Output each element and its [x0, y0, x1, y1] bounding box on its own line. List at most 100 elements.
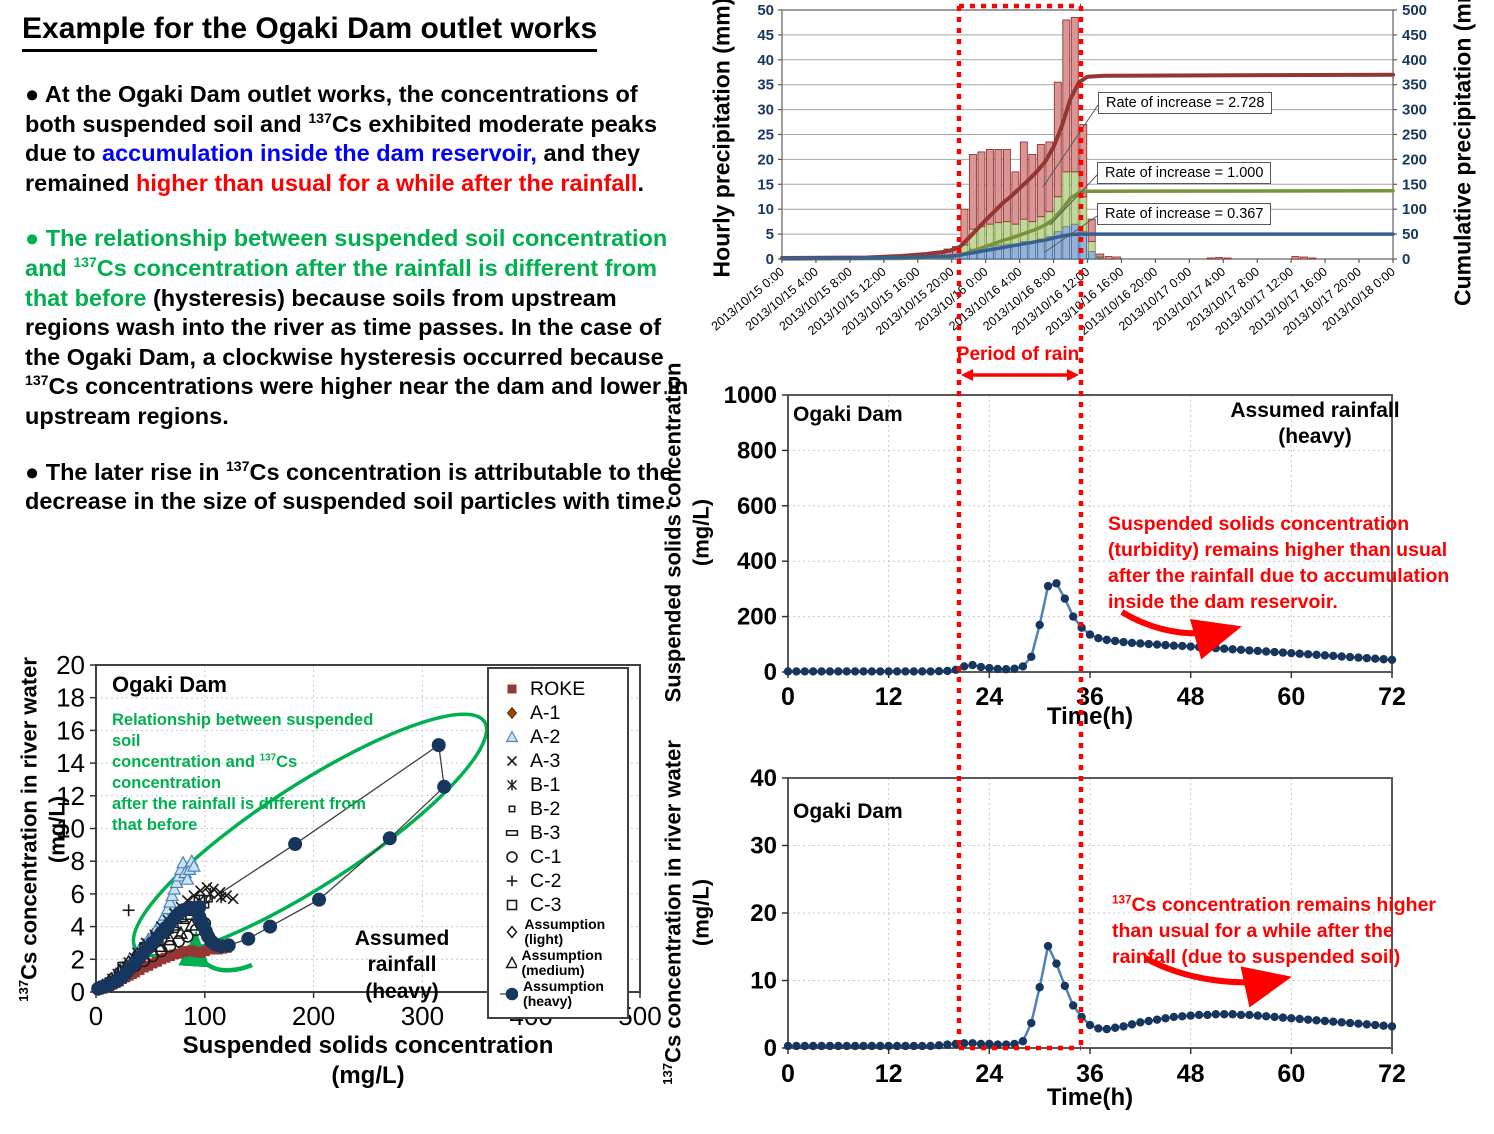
- svg-text:0: 0: [1402, 251, 1410, 268]
- legend-marker-tri-open-icon: [505, 956, 517, 969]
- svg-text:0: 0: [766, 251, 774, 268]
- legend-label: Assumption (light): [524, 916, 606, 948]
- legend-marker-circle-line-icon: [500, 987, 519, 1001]
- svg-text:300: 300: [401, 1001, 444, 1031]
- ss-chart-title: Ogaki Dam: [793, 403, 903, 426]
- svg-text:24: 24: [975, 683, 1003, 711]
- legend-label: Assumption (heavy): [523, 977, 604, 1009]
- scatter-legend: ROKE A-1 A-2 A-3 B-1 B-2 B-3 C-1 C-2 C-3 Assumptio…: [487, 667, 629, 1020]
- legend-label: A-3: [530, 749, 561, 772]
- legend-item-c3: C-3: [499, 893, 621, 917]
- page-title: Example for the Ogaki Dam outlet works: [22, 12, 598, 52]
- legend-marker-di-open-icon: [506, 925, 518, 939]
- svg-text:0: 0: [781, 1060, 795, 1088]
- svg-text:0: 0: [764, 1035, 777, 1062]
- svg-text:15: 15: [757, 176, 774, 193]
- legend-label: ROKE: [530, 677, 586, 700]
- svg-text:600: 600: [737, 493, 777, 520]
- svg-text:4: 4: [71, 912, 85, 942]
- svg-text:350: 350: [1402, 77, 1427, 94]
- svg-text:16: 16: [56, 715, 85, 745]
- svg-text:36: 36: [1076, 1060, 1104, 1088]
- legend-label: A-2: [530, 725, 561, 748]
- legend-item-light: Assumption (light): [499, 916, 621, 948]
- legend-item-medium: Assumption (medium): [499, 946, 621, 979]
- scatter-green-annotation: Relationship between suspended soil conce…: [112, 711, 374, 834]
- svg-text:10: 10: [757, 201, 774, 218]
- legend-item-roke: ROKE: [499, 677, 621, 701]
- rate-of-increase-box-1: Rate of increase = 2.728: [1098, 92, 1273, 114]
- svg-text:6: 6: [71, 879, 85, 909]
- svg-text:20: 20: [757, 151, 774, 168]
- hysteresis-direction-arrow: [178, 930, 253, 973]
- cs137-chart: 0 10 20 30 40 0 12 24 36 48 60 72: [750, 765, 1406, 1088]
- svg-text:200: 200: [292, 1001, 335, 1031]
- paragraph-2: ● The relationship between suspended soi…: [25, 225, 689, 430]
- cs-red-annotation: 137Cs concentration remains higher than u…: [1112, 893, 1437, 968]
- cs-chart-title: Ogaki Dam: [793, 800, 903, 823]
- period-of-rain-label: Period of rain: [956, 344, 1080, 365]
- paragraph-1: ● At the Ogaki Dam outlet works, the con…: [25, 81, 658, 196]
- legend-item-b1: B-1: [499, 773, 621, 797]
- rate-of-increase-box-3: Rate of increase = 0.367: [1097, 203, 1272, 225]
- svg-text:0: 0: [89, 1001, 103, 1031]
- legend-label: C-2: [530, 869, 562, 892]
- svg-text:100: 100: [1402, 201, 1427, 218]
- ss-assumed-rainfall-label: Assumed rainfall (heavy): [1230, 399, 1400, 449]
- svg-text:300: 300: [1402, 102, 1427, 119]
- svg-text:500: 500: [1402, 2, 1427, 19]
- svg-text:18: 18: [56, 683, 85, 713]
- svg-text:5: 5: [766, 226, 774, 243]
- cs-xaxis-title: Time(h): [1046, 1084, 1134, 1111]
- series-heavy: [91, 738, 452, 996]
- svg-text:50: 50: [757, 2, 774, 19]
- svg-text:35: 35: [757, 77, 774, 94]
- paragraph-3: ● The later rise in 137Cs concentration …: [25, 457, 673, 515]
- svg-text:60: 60: [1277, 683, 1305, 711]
- legend-marker-star-icon: [506, 779, 518, 791]
- precip-yaxis-left-title: Hourly precipitation (mm): [708, 0, 735, 278]
- svg-text:2: 2: [71, 944, 85, 974]
- legend-label: B-2: [530, 797, 561, 820]
- svg-text:72: 72: [1378, 683, 1406, 711]
- svg-text:50: 50: [1402, 226, 1419, 243]
- svg-text:45: 45: [757, 27, 774, 44]
- scatter-chart-title: Ogaki Dam: [112, 672, 227, 697]
- legend-marker-di-fill-icon: [506, 706, 518, 720]
- body-text: ● At the Ogaki Dam outlet works, the con…: [25, 80, 689, 543]
- svg-text:10: 10: [750, 968, 777, 995]
- legend-item-heavy: Assumption (heavy): [499, 977, 621, 1010]
- legend-item-b2: B-2: [499, 797, 621, 821]
- legend-marker-dash-icon: [505, 830, 519, 836]
- legend-label: B-3: [530, 821, 561, 844]
- rate-of-increase-box-2: Rate of increase = 1.000: [1097, 162, 1272, 184]
- ss-svg-markers: [783, 579, 1397, 676]
- svg-text:400: 400: [737, 548, 777, 575]
- svg-text:10: 10: [56, 814, 85, 844]
- svg-text:250: 250: [1402, 127, 1427, 144]
- precip-cumulative-lines: [780, 72, 1395, 261]
- legend-item-c2: C-2: [499, 869, 621, 893]
- svg-text:12: 12: [875, 683, 903, 711]
- legend-item-c1: C-1: [499, 845, 621, 869]
- legend-label: Assumption (medium): [521, 946, 603, 979]
- svg-text:48: 48: [1177, 683, 1205, 711]
- svg-text:48: 48: [1177, 1060, 1205, 1088]
- legend-item-b3: B-3: [499, 821, 621, 845]
- precipitation-chart: 0510152025303540455005010015020025030035…: [709, 2, 1427, 338]
- svg-text:20: 20: [750, 900, 777, 927]
- svg-text:450: 450: [1402, 27, 1427, 44]
- svg-text:40: 40: [757, 52, 774, 69]
- svg-text:0: 0: [764, 659, 777, 686]
- svg-text:1000: 1000: [724, 382, 777, 409]
- svg-text:800: 800: [737, 437, 777, 464]
- legend-label: C-1: [530, 845, 562, 868]
- svg-text:20: 20: [56, 650, 85, 680]
- legend-marker-sq-fill-icon: [507, 684, 517, 694]
- svg-text:150: 150: [1402, 176, 1427, 193]
- svg-text:25: 25: [757, 127, 774, 144]
- ss-xaxis-title: Time(h): [1046, 703, 1134, 730]
- red-trend-arrow: [1120, 609, 1242, 660]
- svg-text:14: 14: [56, 748, 85, 778]
- precip-plot: [781, 9, 1394, 260]
